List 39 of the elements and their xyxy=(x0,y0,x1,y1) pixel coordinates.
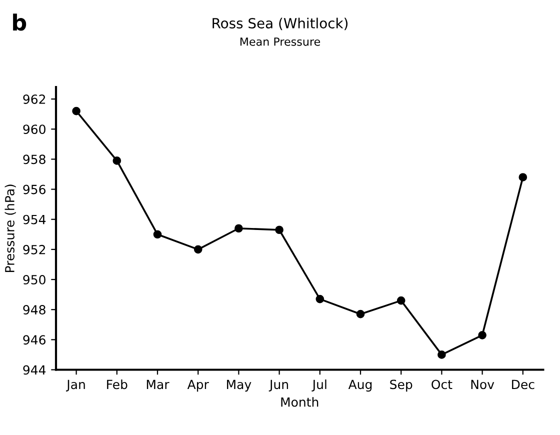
point xyxy=(112,156,122,165)
x-tick-label: Aug xyxy=(348,380,372,392)
point xyxy=(234,224,243,233)
y-tick-label: 946 xyxy=(23,335,46,345)
point xyxy=(478,330,486,340)
point xyxy=(396,296,406,305)
x-tick-label: Dec xyxy=(512,380,534,390)
x-tick-label: Nov xyxy=(471,380,494,390)
x-tick-label: Jan xyxy=(66,380,85,392)
point xyxy=(316,294,324,304)
y-tick-label: 948 xyxy=(23,305,46,315)
x-tick-label: Apr xyxy=(187,380,209,392)
point xyxy=(194,245,202,254)
y-tick-label: 962 xyxy=(23,94,46,104)
y-tick-label: 960 xyxy=(23,124,46,134)
x-tick-label: Jun xyxy=(268,380,288,392)
y-tick-label: 954 xyxy=(23,214,46,224)
x-tick-label: Feb xyxy=(107,379,128,390)
y-tick-label: 950 xyxy=(23,274,46,284)
x-tick-label: Sep xyxy=(390,380,412,392)
point xyxy=(518,173,528,182)
y-axis-title: Pressure (hPa) xyxy=(4,184,16,272)
y-tick-label: 958 xyxy=(23,154,46,164)
y-tick-label: 956 xyxy=(23,184,46,194)
x-tick-label: Mar xyxy=(146,380,170,390)
point xyxy=(438,350,446,359)
x-tick-label: Jul xyxy=(312,379,326,392)
chart-title: Ross Sea (Whitlock) xyxy=(212,18,348,30)
point xyxy=(275,226,284,234)
y-tick-label: 944 xyxy=(23,365,46,375)
point xyxy=(72,106,80,116)
chart-subtitle: Mean Pressure xyxy=(240,38,320,46)
x-tick-label: Oct xyxy=(432,380,452,390)
point xyxy=(356,310,365,318)
point xyxy=(153,230,162,239)
y-tick-label: 952 xyxy=(23,244,46,254)
x-axis-title: Month xyxy=(281,397,318,407)
text: b xyxy=(13,14,26,31)
x-tick-label: May xyxy=(227,380,252,392)
